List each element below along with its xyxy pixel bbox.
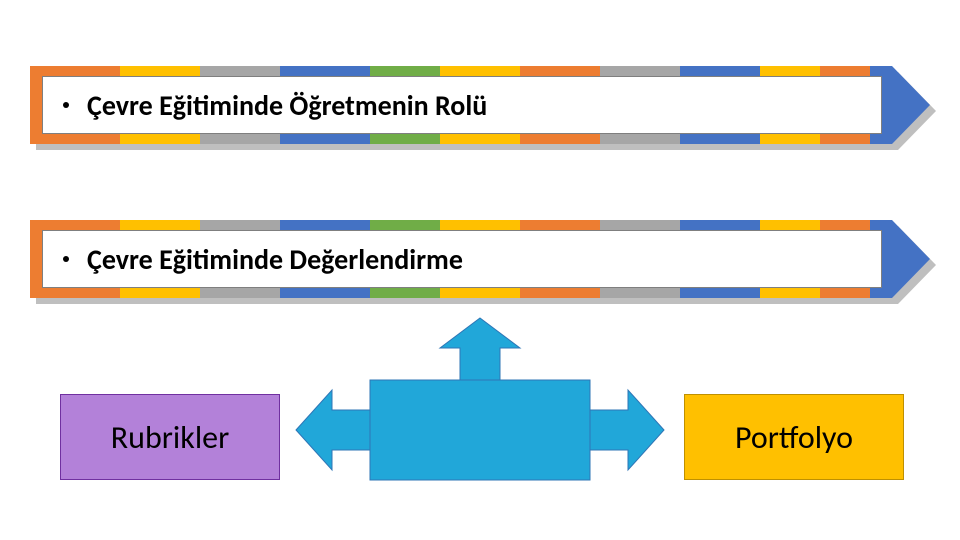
rubrikler-label: Rubrikler [111, 418, 229, 457]
arrow-up-icon [440, 318, 520, 380]
portfolyo-box: Portfolyo [684, 394, 904, 480]
hub-rect [370, 380, 590, 480]
portfolyo-label: Portfolyo [735, 418, 853, 457]
arrow-left-icon [296, 390, 370, 470]
arrow-right-icon [590, 390, 664, 470]
rubrikler-box: Rubrikler [60, 394, 280, 480]
